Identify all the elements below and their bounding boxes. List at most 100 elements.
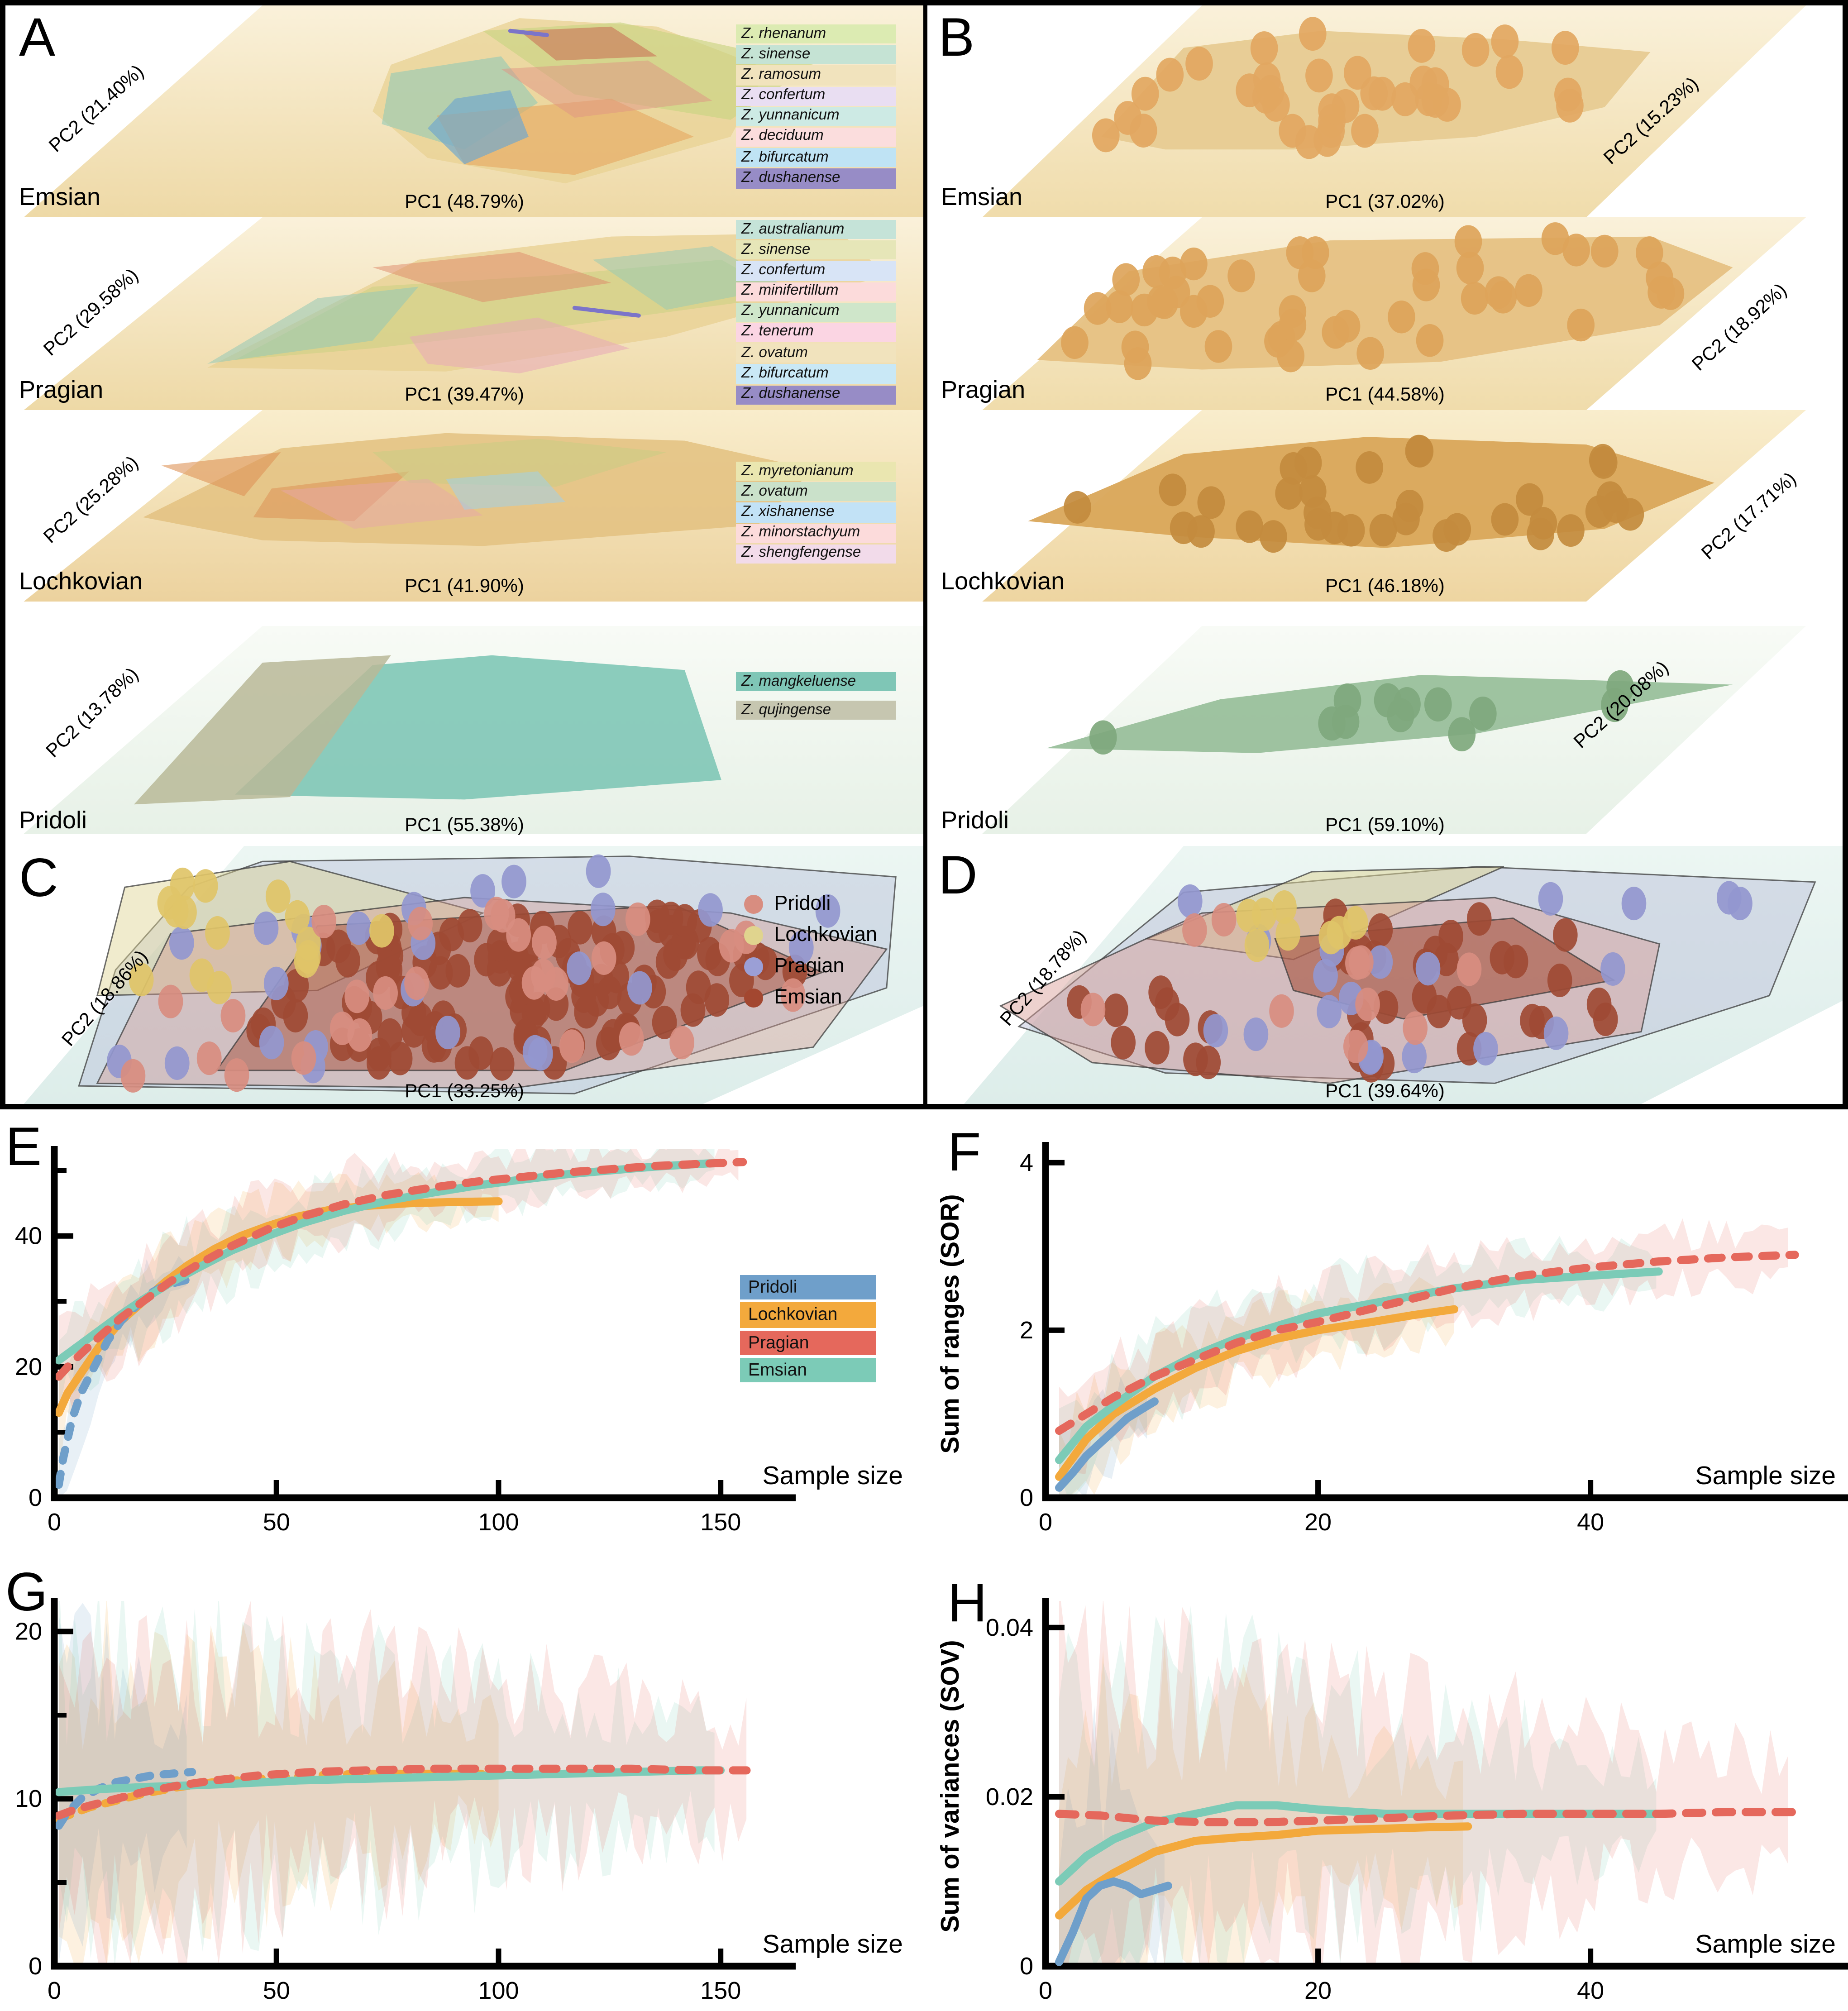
legend-item: Pridoli	[744, 892, 877, 915]
legend-item: Z. rhenanum	[736, 24, 896, 44]
legend-item: Z. deciduum	[736, 127, 896, 147]
svg-text:100: 100	[478, 1509, 519, 1536]
pc1-axis-label: PC1 (39.64%)	[1325, 1080, 1445, 1101]
legend-swatch-dot	[744, 988, 764, 1007]
legend-item: Z. dushanense	[736, 168, 896, 188]
rarefaction-charts: 0 20 40 0 50 100 150 Sample size E Pridoli Lochk…	[0, 1109, 1848, 2011]
tick-marks	[1046, 1160, 1594, 1500]
legend-item: Z. shengfengense	[736, 544, 896, 564]
panel-B-emsian: B PC2 (15.23%) Emsian PC1 (37.02%)	[927, 5, 1843, 217]
pc1-axis-label: PC1 (48.79%)	[405, 190, 524, 212]
panel-C-combined-morphospace: C PC2 (18.86%) PC1 (33.25%) Pridoli Lochk…	[5, 846, 923, 1104]
specimen-scatter	[1061, 222, 1685, 380]
legend-item: Z. myretonianum	[736, 462, 896, 481]
legend-item: Z. ovatum	[736, 344, 896, 363]
confidence-bands	[1059, 1601, 1788, 1966]
svg-text:0: 0	[48, 1509, 61, 1536]
legend-item: Z. australianum	[736, 220, 896, 239]
panel-letter-G: G	[5, 1563, 48, 1623]
svg-text:0: 0	[1039, 1509, 1052, 1536]
svg-text:40: 40	[1577, 1977, 1604, 2004]
panel-A-pragian: PC2 (29.58%) Pragian PC1 (39.47%) Z. aus…	[5, 217, 923, 410]
legend-swatch-dot	[744, 925, 764, 945]
panel-B-lochkovian: PC2 (17.71%) Lochkovian PC1 (46.18%)	[927, 410, 1843, 602]
panel-A-pridoli: PC2 (13.78%) Pridoli PC1 (55.38%) Z. man…	[5, 602, 923, 846]
pc1-axis-label: PC1 (55.38%)	[405, 813, 524, 835]
emsian-morphospace-svg	[24, 5, 923, 217]
column-B: B PC2 (15.23%) Emsian PC1 (37.02%) PC2 (…	[927, 5, 1843, 1104]
svg-text:0: 0	[29, 1484, 42, 1511]
stage-label: Lochkovian	[941, 568, 1065, 595]
stage-series-legend: Pridoli Lochkovian Pragian Emsian	[740, 1275, 876, 1382]
stage-label: Pridoli	[19, 807, 87, 834]
pc1-axis-label: PC1 (33.25%)	[405, 1080, 524, 1101]
convex-hull	[446, 471, 566, 510]
stage-label: Pragian	[941, 376, 1026, 403]
column-A: A PC2 (21.40%) Emsian PC1 (48.79%) Z. rh…	[5, 5, 927, 1104]
legend-item: Z. yunnanicum	[736, 302, 896, 322]
legend-item: Lochkovian	[740, 1302, 876, 1328]
legend-item: Z. ramosum	[736, 66, 896, 85]
legend-item: Z. dushanense	[736, 385, 896, 405]
convex-hull	[161, 452, 281, 497]
svg-text:10: 10	[15, 1785, 42, 1812]
axes	[51, 1146, 796, 1501]
tick-labels: 0 20 40 0 50 100 150	[15, 1223, 741, 1536]
pca-panels-box: A PC2 (21.40%) Emsian PC1 (48.79%) Z. rh…	[0, 0, 1848, 1109]
svg-text:150: 150	[700, 1977, 741, 2004]
stage-label: Emsian	[19, 183, 101, 210]
svg-text:20: 20	[15, 1353, 42, 1380]
combined-morphospace-svg	[24, 846, 923, 1104]
svg-text:0: 0	[1020, 1484, 1033, 1511]
svg-text:50: 50	[263, 1509, 290, 1536]
species-legend: Z. myretonianum Z. ovatum Z. xishanense Z. …	[736, 462, 896, 564]
pc1-axis-label: PC1 (46.18%)	[1325, 574, 1445, 596]
tick-marks	[54, 1168, 724, 1500]
combined-scatter-svg	[964, 846, 1843, 1104]
x-axis-title: Sample size	[763, 1461, 903, 1490]
pc1-axis-label: PC1 (41.90%)	[405, 574, 524, 596]
stage-label: Pridoli	[941, 807, 1009, 834]
axes	[1042, 1142, 1848, 1501]
rarefaction-curves	[1055, 1801, 1799, 1966]
panel-B-pragian: PC2 (18.92%) Pragian PC1 (44.58%)	[927, 217, 1843, 410]
svg-text:0: 0	[29, 1953, 42, 1980]
convex-hull	[372, 439, 667, 487]
legend-item: Z. qujingense	[736, 701, 896, 721]
two-specimen-range-line	[574, 308, 639, 315]
x-axis-title: Sample size	[1695, 1930, 1836, 1958]
legend-item: Lochkovian	[744, 923, 877, 946]
legend-item: Z. minifertillum	[736, 282, 896, 301]
emsian-scatter-svg	[982, 5, 1806, 217]
pc1-axis-label: PC1 (59.10%)	[1325, 813, 1445, 835]
pridoli-morphospace-svg	[24, 626, 923, 834]
chart-H-svg: 0 0.02 0.04 0 20 40 Sample size Sum of variance…	[936, 1598, 1848, 2004]
pc1-axis-label: PC1 (39.47%)	[405, 383, 524, 405]
species-legend: Z. mangkeluense Z. qujingense	[736, 672, 896, 721]
legend-item: Z. minorstachyum	[736, 523, 896, 543]
specimen-scatter	[1236, 890, 1368, 962]
panel-letter-B: B	[938, 8, 975, 68]
svg-text:0: 0	[1039, 1977, 1052, 2004]
legend-label: Emsian	[774, 986, 842, 1009]
legend-item: Z. confertum	[736, 261, 896, 281]
tick-marks	[54, 1629, 724, 1969]
y-axis-title: Sum of variances (SOV)	[936, 1640, 965, 1932]
svg-text:20: 20	[1304, 1977, 1332, 2004]
convex-hull	[134, 655, 391, 805]
svg-text:0: 0	[1020, 1953, 1033, 1980]
panel-A-emsian: A PC2 (21.40%) Emsian PC1 (48.79%) Z. rh…	[5, 5, 923, 217]
tick-marks	[1046, 1624, 1594, 1969]
chart-F-sum-of-ranges: 0 2 4 0 20 40 Sample size Sum of ranges (SOR) F	[923, 1109, 1848, 1557]
svg-text:40: 40	[15, 1223, 42, 1250]
legend-label: Lochkovian	[774, 923, 877, 946]
tick-labels: 0 0.02 0.04 0 20 40	[986, 1614, 1604, 2004]
svg-text:0.02: 0.02	[986, 1783, 1033, 1810]
specimen-scatter	[1064, 435, 1644, 553]
stage-color-legend: Pridoli Lochkovian Pragian Emsian	[744, 892, 877, 1009]
convex-hull	[427, 90, 529, 164]
panel-letter-A: A	[19, 8, 56, 68]
legend-item: Emsian	[740, 1357, 876, 1382]
